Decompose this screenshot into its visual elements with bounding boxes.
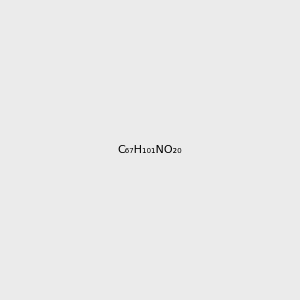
Text: C₆₇H₁₀₁NO₂₀: C₆₇H₁₀₁NO₂₀ bbox=[118, 145, 182, 155]
